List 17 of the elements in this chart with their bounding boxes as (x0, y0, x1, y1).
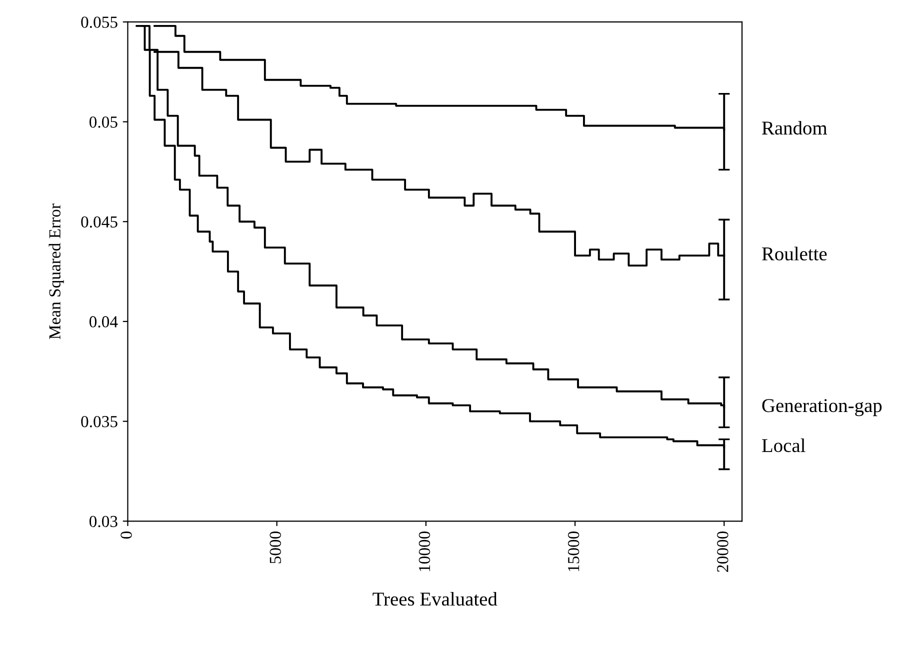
y-tick-label: 0.04 (89, 316, 118, 328)
series-label: Random (762, 120, 828, 135)
x-tick-label: 10000 (418, 532, 430, 572)
x-tick-label: 5000 (270, 532, 282, 564)
y-tick-label: 0.055 (81, 16, 118, 28)
series-label: Local (762, 438, 806, 452)
series-label: Generation-gap (762, 399, 882, 416)
x-tick-label: 15000 (568, 532, 580, 572)
series-label: Roulette (762, 246, 827, 260)
y-tick-label: 0.05 (89, 116, 118, 128)
y-tick-label: 0.045 (81, 216, 118, 228)
x-tick-label: 0 (120, 532, 132, 539)
y-tick-label: 0.03 (89, 516, 118, 528)
x-tick-label: 20000 (717, 532, 728, 572)
y-axis-title: Mean Squared Error (48, 204, 64, 340)
y-tick-label: 0.035 (81, 416, 118, 428)
x-axis-title: Trees Evaluated (372, 592, 498, 606)
